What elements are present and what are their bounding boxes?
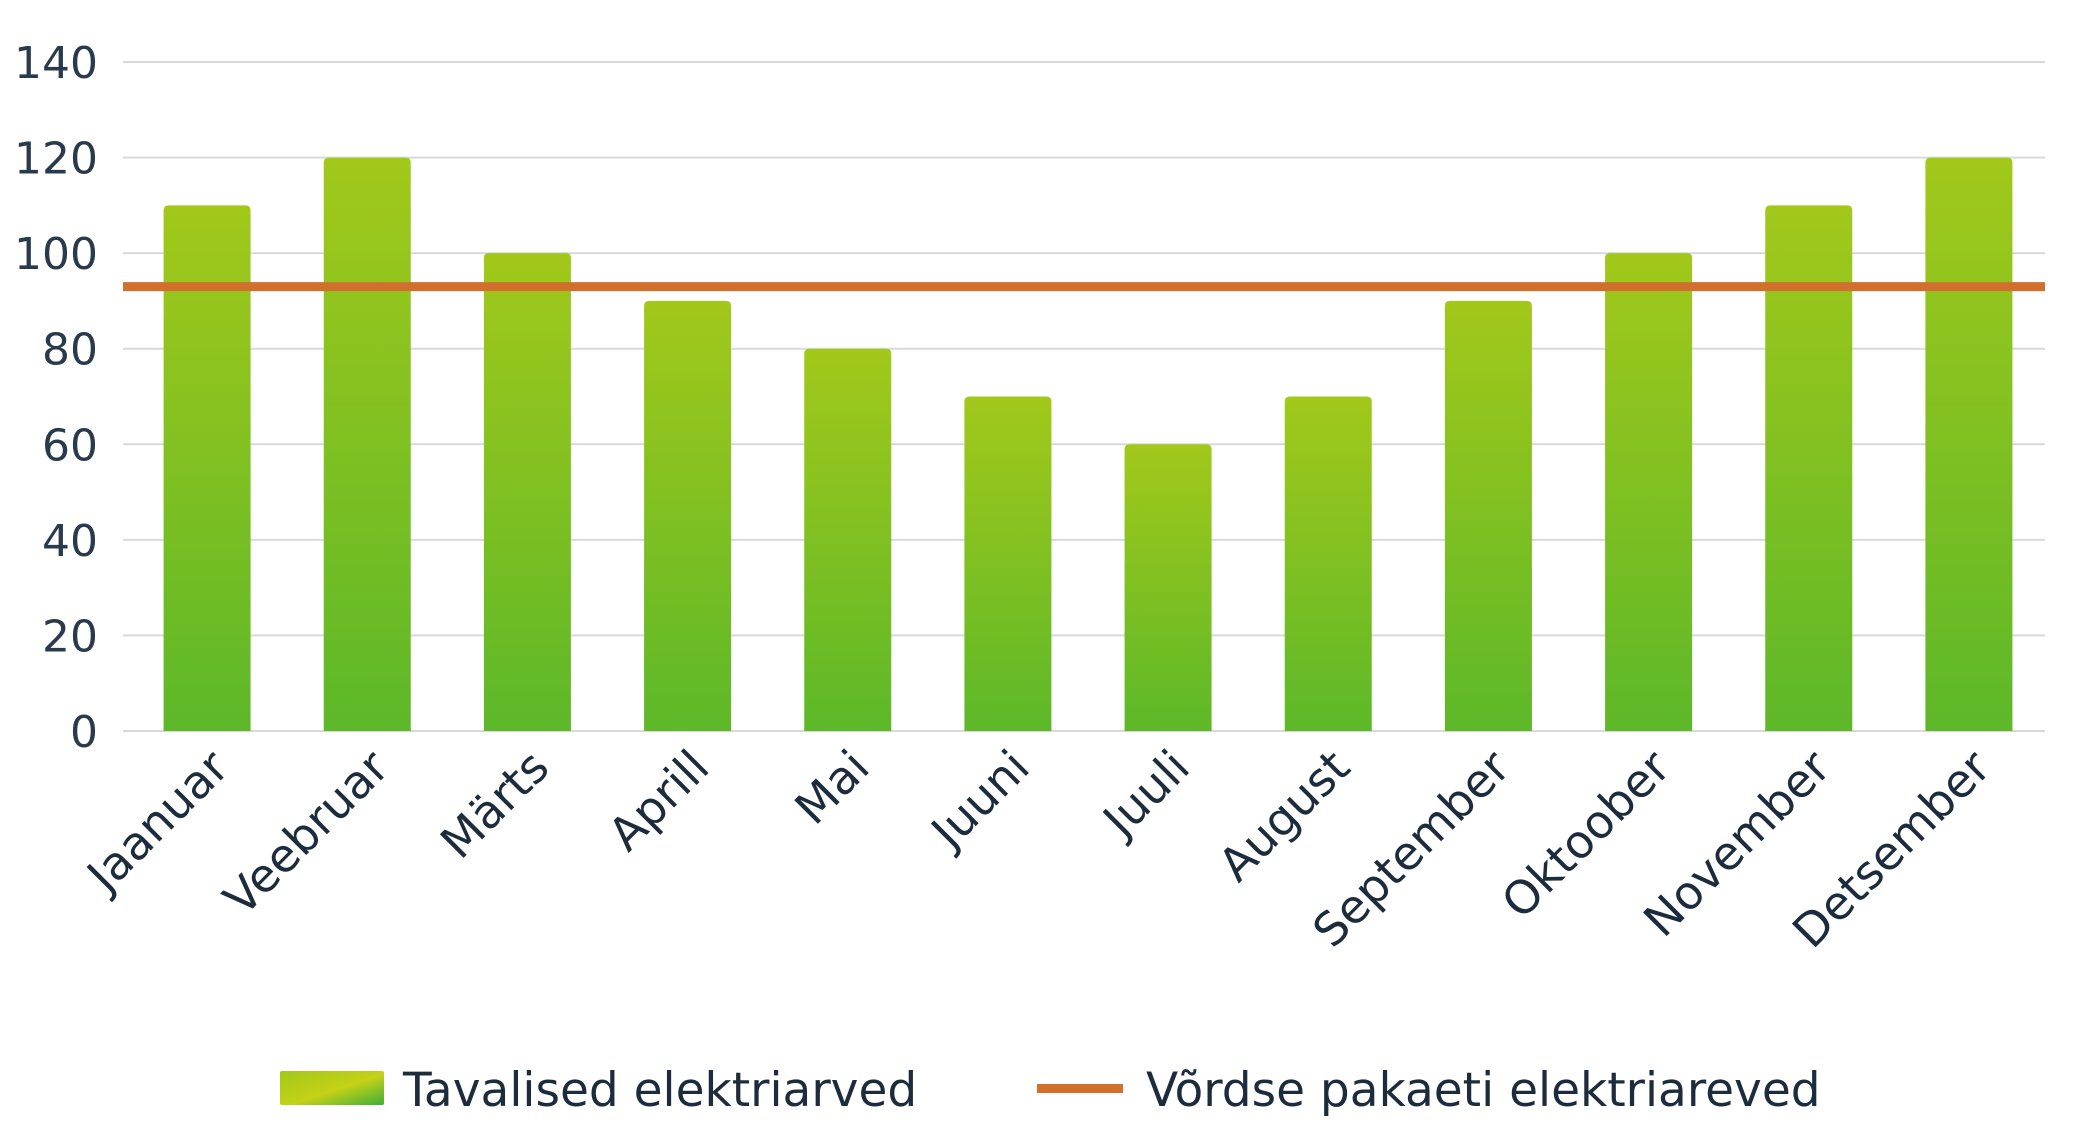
x-tick-label: August bbox=[1208, 740, 1360, 892]
x-tick-label: Juuli bbox=[1091, 740, 1200, 849]
bar-jaanuar bbox=[163, 205, 251, 731]
bar-november bbox=[1765, 205, 1853, 731]
legend-label-line: Võrdse pakaeti elektriareved bbox=[1146, 1063, 1821, 1118]
legend-label-bars: Tavalised elektriarved bbox=[402, 1063, 917, 1118]
bar-august bbox=[1284, 396, 1372, 731]
x-tick-label: Märts bbox=[430, 740, 559, 869]
bar-juuli bbox=[1124, 444, 1212, 731]
bar-mai bbox=[804, 348, 892, 731]
legend-swatch-bars bbox=[280, 1071, 384, 1105]
y-tick-label: 100 bbox=[14, 229, 98, 280]
bar-detsember bbox=[1925, 157, 2013, 732]
x-tick-label: Veebruar bbox=[213, 740, 399, 926]
legend-swatch-line bbox=[1037, 1084, 1123, 1093]
bar-september bbox=[1444, 300, 1532, 731]
x-tick-label: Mai bbox=[784, 740, 879, 835]
x-tick-label: Jaanuar bbox=[75, 740, 239, 904]
bar-veebruar bbox=[323, 157, 411, 732]
bar-aprill bbox=[644, 300, 732, 731]
y-tick-label: 0 bbox=[70, 707, 98, 758]
grid-lines bbox=[123, 61, 2045, 732]
bar-märts bbox=[483, 253, 571, 731]
legend: Tavalised elektriarved Võrdse pakaeti el… bbox=[280, 1063, 1821, 1118]
y-tick-label: 60 bbox=[42, 420, 98, 471]
y-tick-label: 20 bbox=[42, 611, 98, 662]
y-tick-label: 120 bbox=[14, 134, 98, 185]
x-tick-label: Juuni bbox=[919, 740, 1040, 861]
y-tick-label: 140 bbox=[14, 38, 98, 89]
y-tick-label: 80 bbox=[42, 325, 98, 376]
y-tick-label: 40 bbox=[42, 516, 98, 567]
y-axis-ticks: 0 20 40 60 80 100 120 140 bbox=[14, 38, 98, 758]
bar-series bbox=[163, 157, 2013, 732]
x-tick-label: Aprill bbox=[598, 740, 720, 862]
bar-juuni bbox=[964, 396, 1052, 731]
bar-oktoober bbox=[1605, 253, 1693, 731]
